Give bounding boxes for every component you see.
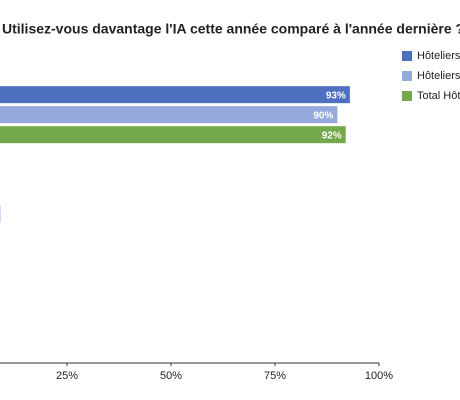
- x-tick-label: 100%: [365, 370, 393, 382]
- value-label: 90%: [313, 110, 333, 121]
- bar: [0, 106, 338, 124]
- legend-label: Hôteliers: [417, 50, 460, 62]
- bar: [0, 86, 350, 104]
- legend-label: Hôteliers: [417, 70, 460, 82]
- x-tick-label: 50%: [160, 370, 182, 382]
- legend-label: Total Hôt: [417, 90, 460, 102]
- chart-title: Utilisez-vous davantage l'IA cette année…: [2, 21, 460, 37]
- legend-swatch: [402, 71, 412, 81]
- x-tick-label: 25%: [56, 370, 78, 382]
- bar: [0, 126, 346, 144]
- legend-swatch: [402, 91, 412, 101]
- legend-swatch: [402, 51, 412, 61]
- x-tick-label: 75%: [264, 370, 286, 382]
- value-label: 92%: [322, 130, 342, 141]
- value-label: 93%: [326, 90, 346, 101]
